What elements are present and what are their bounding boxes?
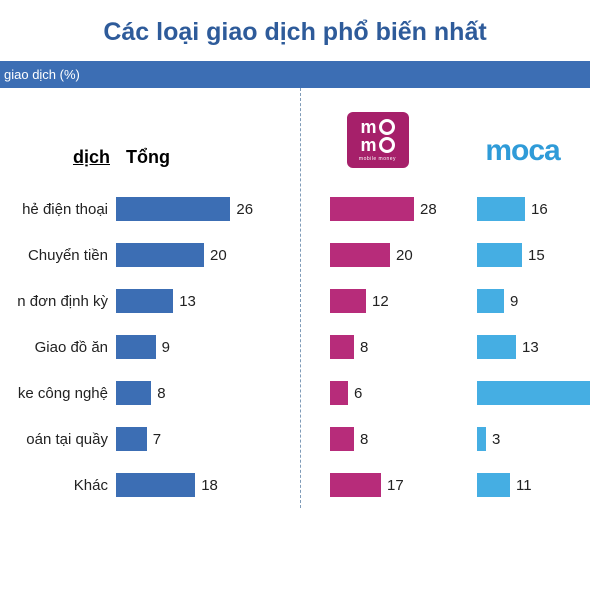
moca-value: 16 xyxy=(531,201,548,218)
subtitle-band: giao dịch (%) xyxy=(0,61,590,88)
momo-bar-cell: 20 xyxy=(300,243,455,267)
category-label: ke công nghệ xyxy=(0,385,116,402)
momo-bar xyxy=(330,243,390,267)
moca-logo: moca xyxy=(485,134,559,168)
total-bar-cell: 13 xyxy=(116,289,300,313)
total-bar xyxy=(116,335,156,359)
category-label: n đơn định kỳ xyxy=(0,293,116,310)
momo-value: 28 xyxy=(420,201,437,218)
momo-value: 6 xyxy=(354,385,362,402)
table-row: n đơn định kỳ 13 12 9 xyxy=(0,278,590,324)
moca-bar xyxy=(477,289,504,313)
momo-value: 8 xyxy=(360,339,368,356)
moca-bar xyxy=(477,427,486,451)
total-bar-cell: 18 xyxy=(116,473,300,497)
total-value: 18 xyxy=(201,477,218,494)
momo-value: 17 xyxy=(387,477,404,494)
moca-bar-cell xyxy=(455,381,590,405)
momo-value: 8 xyxy=(360,431,368,448)
chart-rows: hẻ điện thoại 26 28 16 Chuyển tiền 20 20 15 n đơ… xyxy=(0,186,590,508)
vertical-divider xyxy=(300,88,301,508)
moca-value: 3 xyxy=(492,431,500,448)
total-bar-cell: 26 xyxy=(116,197,300,221)
moca-value: 15 xyxy=(528,247,545,264)
total-bar-cell: 20 xyxy=(116,243,300,267)
total-bar-cell: 8 xyxy=(116,381,300,405)
moca-bar-cell: 11 xyxy=(455,473,590,497)
momo-value: 12 xyxy=(372,293,389,310)
table-row: Chuyển tiền 20 20 15 xyxy=(0,232,590,278)
moca-bar-cell: 9 xyxy=(455,289,590,313)
category-label: Giao đồ ăn xyxy=(0,339,116,356)
moca-bar-cell: 3 xyxy=(455,427,590,451)
momo-tagline: mobile money xyxy=(359,156,396,162)
momo-bar xyxy=(330,289,366,313)
moca-value: 13 xyxy=(522,339,539,356)
moca-bar-cell: 13 xyxy=(455,335,590,359)
total-value: 20 xyxy=(210,247,227,264)
category-label: Chuyển tiền xyxy=(0,247,116,264)
total-bar xyxy=(116,289,173,313)
momo-bar-cell: 8 xyxy=(300,427,455,451)
momo-bar-cell: 6 xyxy=(300,381,455,405)
momo-bar-cell: 28 xyxy=(300,197,455,221)
moca-bar-cell: 16 xyxy=(455,197,590,221)
category-label: Khác xyxy=(0,477,116,494)
momo-value: 20 xyxy=(396,247,413,264)
moca-value: 9 xyxy=(510,293,518,310)
total-bar xyxy=(116,197,230,221)
momo-logo: m m mobile money xyxy=(347,112,409,168)
total-value: 8 xyxy=(157,385,165,402)
table-row: hẻ điện thoại 26 28 16 xyxy=(0,186,590,232)
moca-bar-cell: 15 xyxy=(455,243,590,267)
total-value: 13 xyxy=(179,293,196,310)
subtitle-text: giao dịch (%) xyxy=(4,67,80,82)
momo-bar xyxy=(330,197,414,221)
column-headers: dịch Tổng m m mobile money moca xyxy=(0,102,590,168)
category-header: dịch xyxy=(73,147,110,168)
momo-bar xyxy=(330,473,381,497)
momo-bar-cell: 17 xyxy=(300,473,455,497)
momo-bar-cell: 8 xyxy=(300,335,455,359)
momo-bar xyxy=(330,335,354,359)
total-bar xyxy=(116,243,204,267)
total-value: 26 xyxy=(236,201,253,218)
table-row: oán tại quầy 7 8 3 xyxy=(0,416,590,462)
moca-bar xyxy=(477,197,525,221)
category-label: hẻ điện thoại xyxy=(0,201,116,218)
table-row: Khác 18 17 11 xyxy=(0,462,590,508)
total-value: 9 xyxy=(162,339,170,356)
total-header: Tổng xyxy=(126,147,170,168)
moca-bar xyxy=(477,243,522,267)
total-bar xyxy=(116,473,195,497)
moca-bar xyxy=(477,381,590,405)
total-bar-cell: 9 xyxy=(116,335,300,359)
moca-value: 11 xyxy=(516,477,532,494)
chart-title: Các loại giao dịch phổ biến nhất xyxy=(0,0,590,61)
momo-bar xyxy=(330,427,354,451)
table-row: Giao đồ ăn 9 8 13 xyxy=(0,324,590,370)
moca-bar xyxy=(477,335,516,359)
total-bar-cell: 7 xyxy=(116,427,300,451)
total-bar xyxy=(116,427,147,451)
chart-content: dịch Tổng m m mobile money moca hẻ điện … xyxy=(0,88,590,508)
moca-bar xyxy=(477,473,510,497)
category-label: oán tại quầy xyxy=(0,431,116,448)
momo-bar xyxy=(330,381,348,405)
table-row: ke công nghệ 8 6 xyxy=(0,370,590,416)
total-bar xyxy=(116,381,151,405)
momo-bar-cell: 12 xyxy=(300,289,455,313)
total-value: 7 xyxy=(153,431,161,448)
